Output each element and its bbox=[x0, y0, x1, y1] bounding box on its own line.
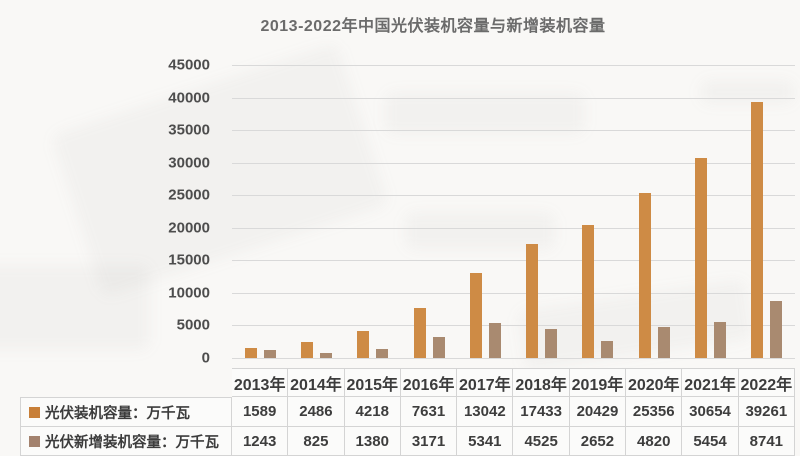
year-header: 2019年 bbox=[569, 368, 627, 397]
bar-series2-2020年 bbox=[657, 326, 670, 358]
value-series2-2018年: 4525 bbox=[513, 427, 570, 456]
value-series2-2015年: 1380 bbox=[344, 427, 401, 456]
watermark bbox=[0, 265, 150, 350]
bar-series2-2017年 bbox=[488, 323, 501, 358]
bar-series1-2017年 bbox=[469, 273, 482, 358]
gridline bbox=[232, 325, 795, 327]
legend-swatch-series2 bbox=[29, 435, 40, 447]
value-series2-2021年: 5454 bbox=[682, 427, 739, 456]
chart-title: 2013-2022年中国光伏装机容量与新增装机容量 bbox=[260, 18, 606, 35]
y-tick-label: 40000 bbox=[168, 89, 210, 107]
gridline bbox=[232, 195, 795, 197]
value-series1-2014年: 2486 bbox=[288, 397, 345, 427]
y-tick-label: 45000 bbox=[168, 56, 210, 74]
bar-series2-2021年 bbox=[714, 322, 727, 358]
y-tick-label: 35000 bbox=[168, 121, 210, 139]
bar-series2-2015年 bbox=[376, 349, 389, 358]
y-tick-label: 5000 bbox=[176, 316, 210, 334]
data-table: 2013年 2014年 2015年 2016年 2017年 2018年 2019年 2020年… bbox=[20, 368, 795, 456]
year-header: 2018年 bbox=[513, 368, 570, 397]
bar-series2-2016年 bbox=[432, 337, 445, 358]
bar-series2-2013年 bbox=[263, 349, 276, 358]
value-series1-2018年: 17433 bbox=[513, 397, 570, 427]
year-header: 2016年 bbox=[400, 368, 458, 397]
bar-series2-2018年 bbox=[545, 328, 558, 358]
bar-series1-2021年 bbox=[695, 158, 708, 358]
bar-series1-2020年 bbox=[638, 192, 651, 358]
y-tick-label: 20000 bbox=[168, 219, 210, 237]
gridline bbox=[232, 97, 795, 99]
value-series2-2020年: 4820 bbox=[626, 427, 683, 456]
bar-series1-2019年 bbox=[582, 224, 595, 358]
value-series1-2020年: 25356 bbox=[626, 397, 683, 427]
gridline bbox=[232, 358, 795, 359]
legend-series1: 光伏装机容量：万千瓦 bbox=[20, 397, 232, 427]
year-header: 2022年 bbox=[738, 368, 795, 397]
value-series2-2013年: 1243 bbox=[232, 427, 289, 456]
value-series2-2022年: 8741 bbox=[738, 427, 795, 456]
y-tick-label: 15000 bbox=[168, 251, 210, 269]
y-tick-label: 30000 bbox=[168, 154, 210, 172]
year-header: 2014年 bbox=[288, 368, 345, 397]
bar-series1-2014年 bbox=[300, 341, 313, 358]
legend-label-series2: 光伏新增装机容量：万千瓦 bbox=[45, 434, 219, 451]
value-series2-2016年: 3171 bbox=[400, 427, 458, 456]
bar-series2-2022年 bbox=[770, 301, 783, 358]
gridline bbox=[232, 162, 795, 164]
y-tick-label: 25000 bbox=[168, 186, 210, 204]
gridline bbox=[232, 65, 795, 66]
gridline bbox=[232, 292, 795, 294]
value-series2-2019年: 2652 bbox=[569, 427, 627, 456]
year-header: 2020年 bbox=[626, 368, 683, 397]
value-series1-2022年: 39261 bbox=[738, 397, 795, 427]
bar-series1-2016年 bbox=[413, 308, 426, 358]
bar-series1-2022年 bbox=[751, 102, 764, 358]
bar-series2-2019年 bbox=[601, 340, 614, 358]
bar-series2-2014年 bbox=[319, 352, 332, 358]
value-series2-2017年: 5341 bbox=[457, 427, 514, 456]
gridline bbox=[232, 130, 795, 132]
legend-series2: 光伏新增装机容量：万千瓦 bbox=[20, 427, 232, 456]
bar-series1-2018年 bbox=[526, 244, 539, 358]
table-corner-spacer bbox=[20, 368, 232, 397]
y-tick-label: 0 bbox=[201, 349, 210, 367]
y-tick-label: 10000 bbox=[168, 284, 210, 302]
bar-series1-2013年 bbox=[244, 347, 257, 358]
value-series1-2013年: 1589 bbox=[232, 397, 289, 427]
value-series1-2021年: 30654 bbox=[682, 397, 739, 427]
year-header: 2013年 bbox=[232, 368, 289, 397]
year-header: 2021年 bbox=[682, 368, 739, 397]
bar-series1-2015年 bbox=[357, 330, 370, 358]
value-series2-2014年: 825 bbox=[288, 427, 345, 456]
value-series1-2019年: 20429 bbox=[569, 397, 627, 427]
year-header: 2017年 bbox=[457, 368, 514, 397]
gridline bbox=[232, 260, 795, 262]
gridline bbox=[232, 227, 795, 229]
year-header: 2015年 bbox=[344, 368, 401, 397]
value-series1-2015年: 4218 bbox=[344, 397, 401, 427]
watermark bbox=[700, 80, 795, 104]
legend-label-series1: 光伏装机容量：万千瓦 bbox=[45, 405, 190, 422]
value-series1-2017年: 13042 bbox=[457, 397, 514, 427]
value-series1-2016年: 7631 bbox=[400, 397, 458, 427]
legend-swatch-series1 bbox=[29, 406, 40, 418]
